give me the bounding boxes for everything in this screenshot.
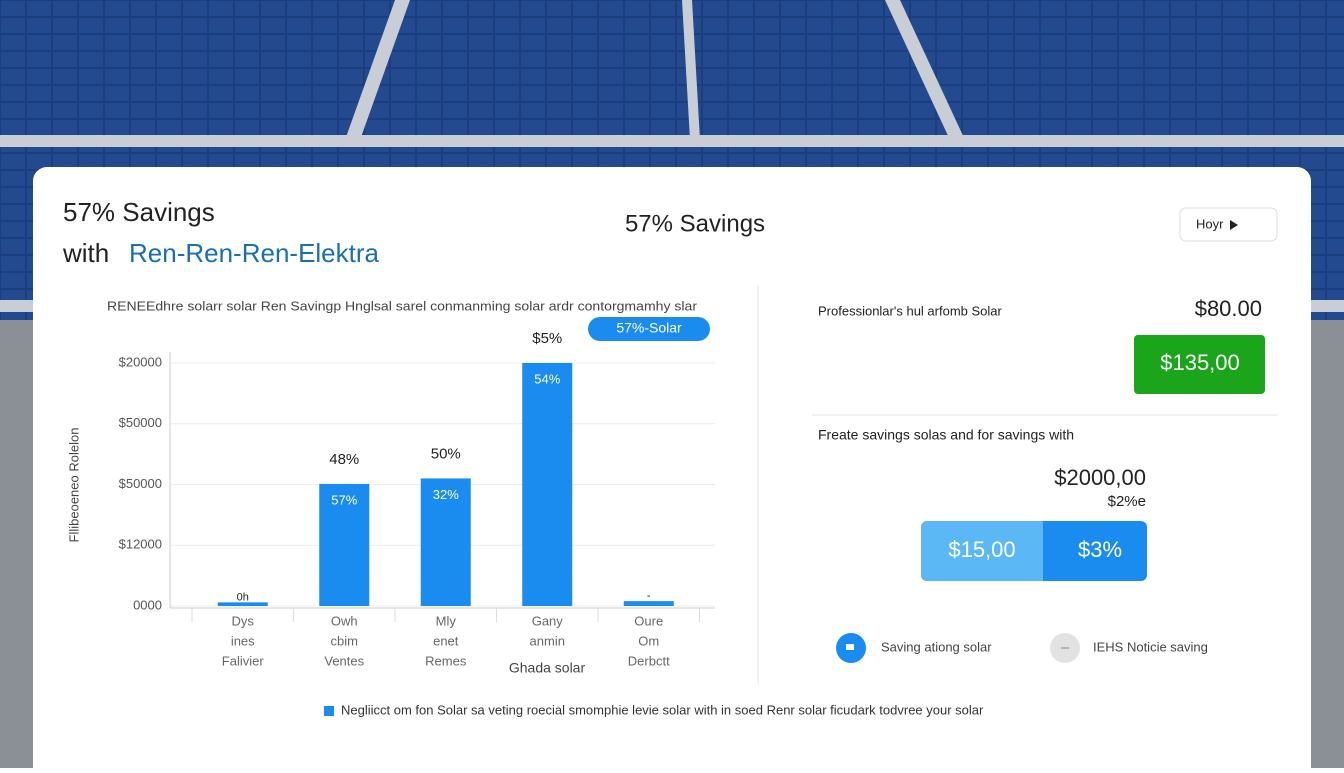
savings-text: Freate savings solas and for savings wit… [818, 427, 1074, 443]
x-tick-label: ines [231, 633, 255, 648]
x-tick-label: Owh [331, 613, 358, 628]
y-tick-label: $12000 [119, 537, 162, 552]
total: $2000,00 [1054, 465, 1146, 490]
x-axis-label: Ghada solar [509, 660, 586, 676]
price: $80.00 [1195, 296, 1262, 321]
x-tick-label: Gany [532, 613, 564, 628]
split-right[interactable]: $3% [1078, 537, 1122, 562]
x-tick-label: Derbctt [628, 653, 670, 668]
x-tick-label: Mly [436, 613, 457, 628]
split-left[interactable]: $15,00 [948, 537, 1015, 562]
legend-icon-glyph [846, 644, 854, 650]
center-title: 57% Savings [625, 210, 765, 237]
x-tick-label: Ventes [324, 653, 364, 668]
x-tick-label: Dys [232, 613, 255, 628]
bar [319, 483, 370, 606]
bar-annotation: 50% [431, 445, 461, 462]
y-tick-label: $50000 [119, 415, 162, 430]
bar [522, 363, 573, 606]
bar [623, 601, 674, 606]
bar-inner-label: 54% [534, 371, 560, 386]
chart-caption: RENEEdhre solarr solar Ren Savingp Hngls… [107, 298, 698, 313]
title: 57% Savings [63, 197, 215, 227]
x-tick-label: Falivier [222, 653, 265, 668]
y-tick-label: $20000 [119, 354, 162, 369]
bar-annotation: - [647, 590, 651, 602]
bar-inner-label: 32% [433, 487, 459, 502]
bar-inner-label: 57% [331, 492, 357, 507]
subtitle-prefix: with [62, 238, 109, 268]
y-tick-label: $50000 [119, 476, 162, 491]
bar [420, 478, 471, 606]
legend-label: IEHS Noticie saving [1093, 639, 1208, 654]
badge-label: 57%-Solar [616, 320, 682, 336]
badge [588, 317, 710, 341]
panel-label: Professionlar's hul arfomb Solar [818, 303, 1003, 318]
x-tick-label: enet [433, 633, 459, 648]
brand: Ren-Ren-Ren-Elektra [129, 238, 380, 268]
y-tick-label: 0000 [133, 597, 162, 612]
total-sub: $2%e [1108, 493, 1146, 510]
y-axis-label: Fllibeoeneo Rolelon [66, 428, 81, 543]
bar-annotation: 0h [237, 591, 249, 603]
x-tick-label: anmin [530, 633, 565, 648]
footer-text: Negliicct om fon Solar sa veting roecial… [341, 702, 984, 717]
bar-annotation: $5% [532, 330, 562, 347]
bar-annotation: 48% [329, 451, 359, 468]
card [33, 167, 1311, 773]
x-tick-label: Oure [634, 613, 663, 628]
green-button[interactable]: $135,00 [1134, 335, 1265, 394]
split-button[interactable]: $15,00 $3% [921, 521, 1147, 581]
bar [217, 602, 268, 606]
legend-label: Saving ationg solar [881, 639, 992, 654]
footer-swatch [324, 706, 334, 716]
green-button-label[interactable]: $135,00 [1160, 350, 1240, 375]
x-tick-label: Remes [425, 653, 467, 668]
dropdown[interactable]: Hoyr [1179, 207, 1278, 242]
x-tick-label: cbim [331, 633, 358, 648]
x-tick-label: Om [638, 633, 659, 648]
dropdown-label[interactable]: Hoyr [1196, 216, 1224, 231]
